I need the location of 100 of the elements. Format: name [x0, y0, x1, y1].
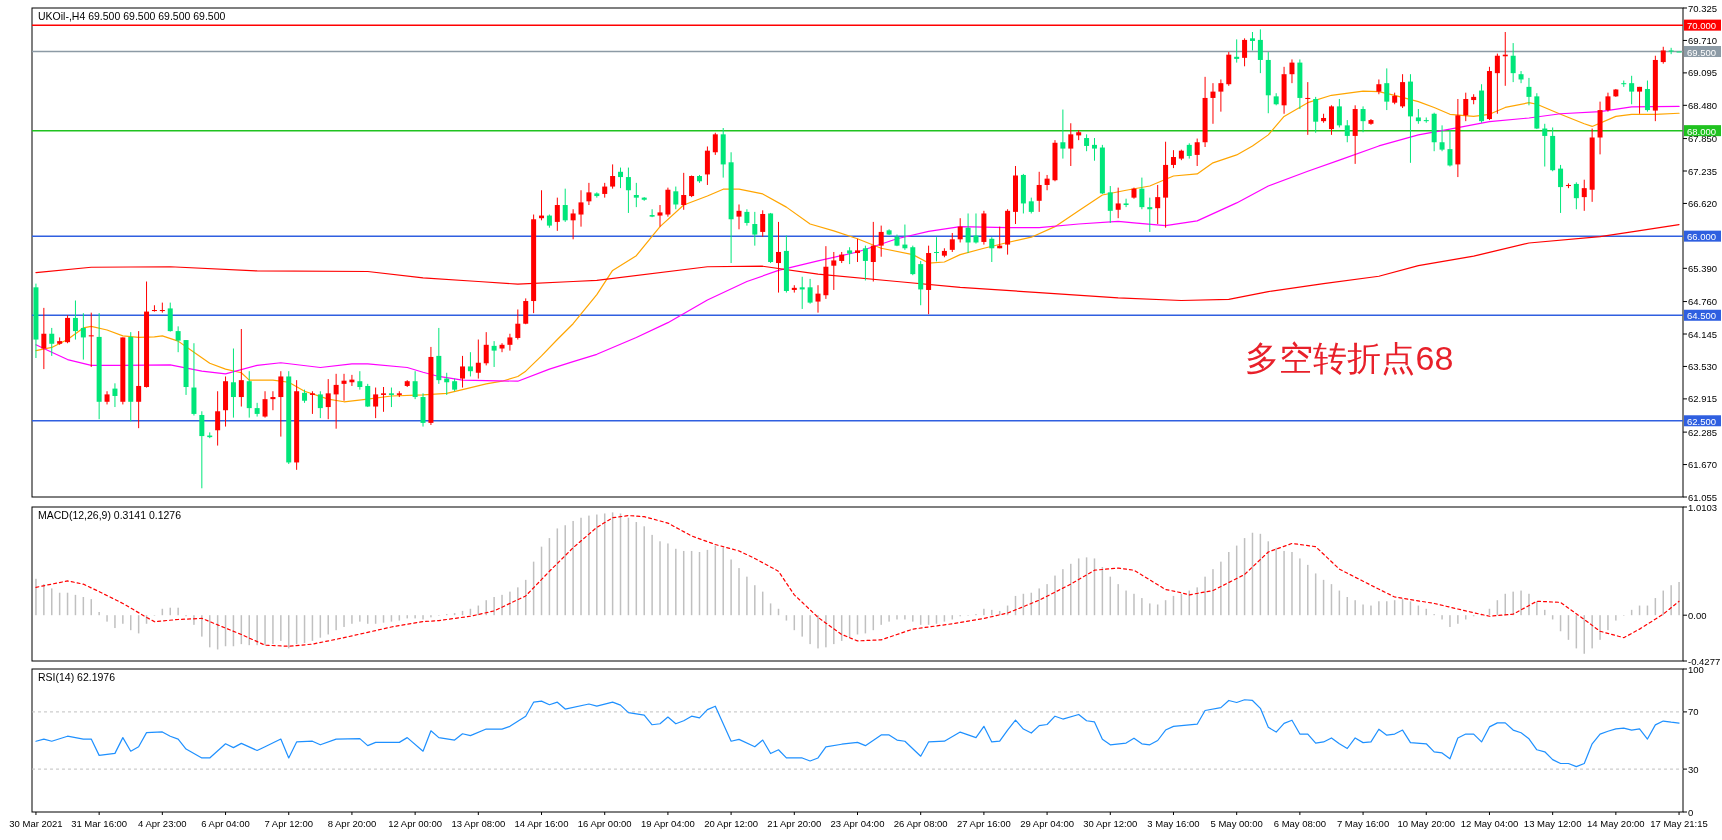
candlestick [1629, 75, 1635, 105]
x-tick-label: 12 May 04:00 [1460, 818, 1519, 829]
candlestick [309, 390, 315, 415]
candlestick [412, 370, 418, 400]
candlestick [357, 370, 363, 391]
chart-title: RSI(14) 62.1976 [38, 671, 116, 683]
candlestick [460, 355, 466, 389]
candlestick [1155, 184, 1161, 225]
y-tick-label: 68.480 [1688, 99, 1718, 111]
candlestick [333, 373, 339, 430]
x-tick-label: 13 May 12:00 [1523, 818, 1582, 829]
candlestick [578, 189, 584, 228]
candlestick [657, 204, 663, 228]
candlestick [1423, 116, 1429, 124]
candlestick [175, 325, 181, 353]
candlestick [1573, 181, 1579, 210]
candlestick [278, 370, 284, 438]
candlestick [523, 297, 529, 325]
candlestick [199, 410, 205, 489]
candlestick [1336, 98, 1342, 128]
y-tick-label: 0.00 [1688, 609, 1707, 621]
x-tick-label: 13 Apr 08:00 [451, 818, 506, 829]
candlestick [681, 172, 687, 211]
y-tick-label: 67.235 [1688, 165, 1718, 177]
candlestick [1218, 78, 1224, 113]
x-tick-label: 30 Apr 12:00 [1083, 818, 1138, 829]
y-tick-label: 61.055 [1688, 491, 1718, 503]
candlestick [491, 340, 497, 368]
candlestick [1384, 67, 1390, 111]
candlestick [673, 186, 679, 210]
candlestick [467, 351, 473, 377]
y-tick-label: 61.670 [1688, 459, 1718, 471]
x-tick-label: 31 Mar 16:00 [71, 818, 128, 829]
candlestick [752, 211, 758, 247]
candlestick [1344, 119, 1350, 143]
x-tick-label: 21 Apr 20:00 [767, 818, 822, 829]
candlestick [230, 348, 236, 419]
y-tick-label: 70 [1688, 706, 1699, 718]
candlestick [1289, 58, 1295, 84]
x-tick-label: 14 May 20:00 [1587, 818, 1645, 829]
candlestick [807, 278, 813, 305]
candlestick [949, 232, 955, 253]
candlestick [41, 307, 47, 370]
candlestick [586, 182, 592, 206]
line-series [35, 223, 1680, 302]
candlestick [610, 163, 616, 190]
candlestick [704, 145, 710, 186]
x-tick-label: 14 Apr 16:00 [514, 818, 569, 829]
candlestick [1518, 70, 1524, 84]
x-tick-label: 27 Apr 16:00 [956, 818, 1011, 829]
candlestick [1376, 78, 1382, 95]
candlestick [381, 386, 387, 413]
candlestick [1542, 123, 1548, 168]
candlestick [1526, 77, 1532, 106]
candlestick [112, 382, 118, 408]
candlestick [475, 339, 481, 380]
candlestick [262, 390, 268, 419]
annotation: 多空转折点68 [1245, 338, 1454, 377]
candlestick [317, 390, 323, 419]
y-tick-label: 64.760 [1688, 296, 1718, 308]
candlestick [712, 132, 718, 156]
candlestick [760, 209, 766, 238]
x-tick-label: 8 Apr 20:00 [327, 818, 377, 829]
candlestick [325, 378, 331, 420]
candlestick [1558, 164, 1564, 214]
candlestick [72, 300, 78, 341]
candlestick [1257, 28, 1263, 74]
x-tick-label: 12 Apr 00:00 [388, 818, 443, 829]
x-tick-label: 23 Apr 04:00 [830, 818, 885, 829]
y-tick-label: 63.530 [1688, 360, 1718, 372]
x-tick-label: 6 May 08:00 [1273, 818, 1327, 829]
candlestick [1360, 105, 1366, 133]
candlestick [1139, 177, 1145, 210]
x-tick-label: 6 Apr 04:00 [201, 818, 250, 829]
ref-line-label: 62.500 [1687, 415, 1717, 427]
line-series [35, 699, 1680, 768]
chart-title: MACD(12,26,9) 0.3141 0.1276 [38, 509, 182, 521]
candlestick [215, 390, 221, 447]
x-tick-label: 29 Apr 04:00 [1020, 818, 1075, 829]
candlestick [965, 212, 971, 254]
candlestick [862, 245, 868, 281]
x-tick-label: 7 May 16:00 [1336, 818, 1390, 829]
candlestick [562, 188, 568, 223]
candlestick [1234, 38, 1240, 64]
candlestick [1091, 137, 1097, 162]
candlestick [238, 328, 244, 408]
x-tick-label: 3 May 16:00 [1147, 818, 1200, 829]
candlestick [1439, 124, 1445, 152]
x-tick-label: 30 Mar 2021 [9, 818, 63, 829]
ref-line-label: 66.000 [1687, 231, 1717, 243]
x-tick-label: 16 Apr 00:00 [577, 818, 632, 829]
candlestick [989, 236, 995, 263]
y-tick-label: 30 [1688, 763, 1699, 775]
chart-title: UKOil-,H4 69.500 69.500 69.500 69.500 [38, 10, 226, 22]
candlestick [1210, 82, 1216, 125]
candlestick [736, 204, 742, 230]
candlestick [934, 236, 939, 262]
candlestick [1115, 187, 1121, 219]
candlestick [1060, 109, 1066, 160]
x-tick-label: 7 Apr 12:00 [264, 818, 314, 829]
